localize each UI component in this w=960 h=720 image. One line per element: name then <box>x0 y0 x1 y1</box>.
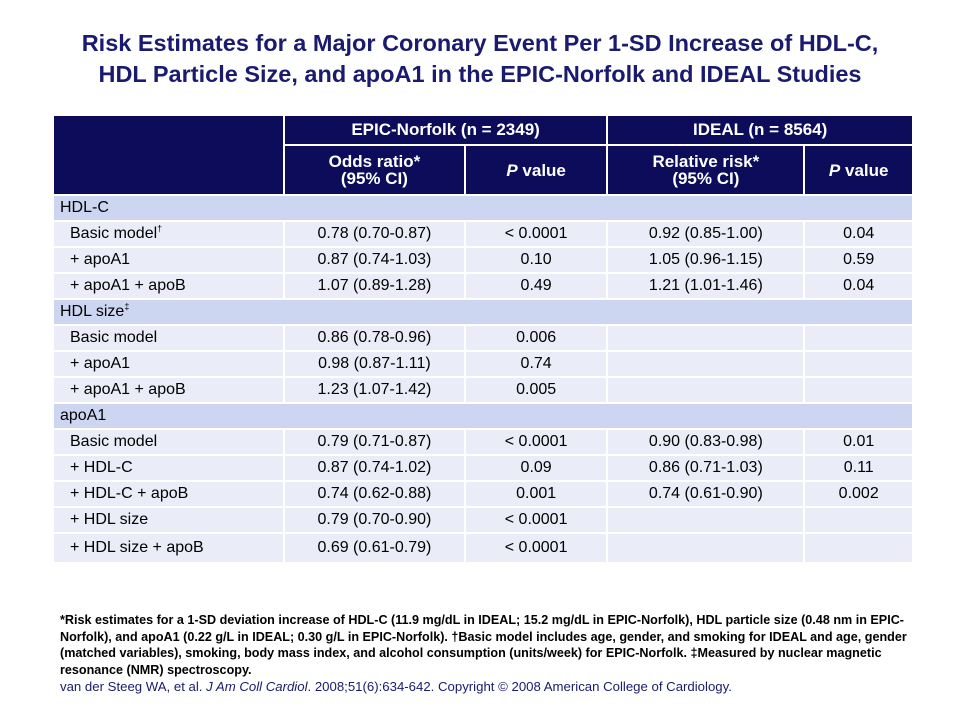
footnote: *Risk estimates for a 1-SD deviation inc… <box>60 613 907 677</box>
slide-title: Risk Estimates for a Major Coronary Even… <box>0 28 960 90</box>
title-line-1: Risk Estimates for a Major Coronary Even… <box>81 30 879 56</box>
table-row: Basic model 0.79 (0.71-0.87) < 0.0001 0.… <box>54 430 912 454</box>
sub-header-row: Odds ratio* (95% CI) P value Relative ri… <box>54 146 912 194</box>
section-row-hdl-size: HDL size‡ <box>54 300 912 324</box>
group-header-row: EPIC-Norfolk (n = 2349) IDEAL (n = 8564) <box>54 116 912 194</box>
table-row: + apoA1 + apoB 1.07 (0.89-1.28) 0.49 1.2… <box>54 274 912 298</box>
table-row: + apoA1 0.87 (0.74-1.03) 0.10 1.05 (0.96… <box>54 248 912 272</box>
table-row: Basic model† 0.78 (0.70-0.87) < 0.0001 0… <box>54 222 912 246</box>
table-row: + HDL-C 0.87 (0.74-1.02) 0.09 0.86 (0.71… <box>54 456 912 480</box>
table-row: + HDL size 0.79 (0.70-0.90) < 0.0001 <box>54 508 912 532</box>
epic-norfolk-header: EPIC-Norfolk (n = 2349) <box>284 116 607 144</box>
table-row: + HDL-C + apoB 0.74 (0.62-0.88) 0.001 0.… <box>54 482 912 506</box>
section-row-hdl-c: HDL-C <box>54 196 912 220</box>
table-row: + HDL size + apoB 0.69 (0.61-0.79) < 0.0… <box>54 534 912 562</box>
ideal-header: IDEAL (n = 8564) <box>608 116 912 144</box>
table-row: + apoA1 + apoB 1.23 (1.07-1.42) 0.005 <box>54 378 912 402</box>
table-row: + apoA1 0.98 (0.87-1.11) 0.74 <box>54 352 912 376</box>
table-row: Basic model 0.86 (0.78-0.96) 0.006 <box>54 326 912 350</box>
citation: van der Steeg WA, et al. J Am Coll Cardi… <box>60 679 732 694</box>
p-value-header-epic: P value <box>465 146 607 194</box>
relative-risk-header: Relative risk* (95% CI) <box>608 146 804 194</box>
blank-header-cell <box>54 116 283 194</box>
risk-estimates-table: EPIC-Norfolk (n = 2349) IDEAL (n = 8564)… <box>52 114 914 564</box>
p-value-header-ideal: P value <box>805 146 912 194</box>
title-line-2: HDL Particle Size, and apoA1 in the EPIC… <box>98 61 862 87</box>
odds-ratio-header: Odds ratio* (95% CI) <box>284 146 464 194</box>
section-row-apoa1: apoA1 <box>54 404 912 428</box>
